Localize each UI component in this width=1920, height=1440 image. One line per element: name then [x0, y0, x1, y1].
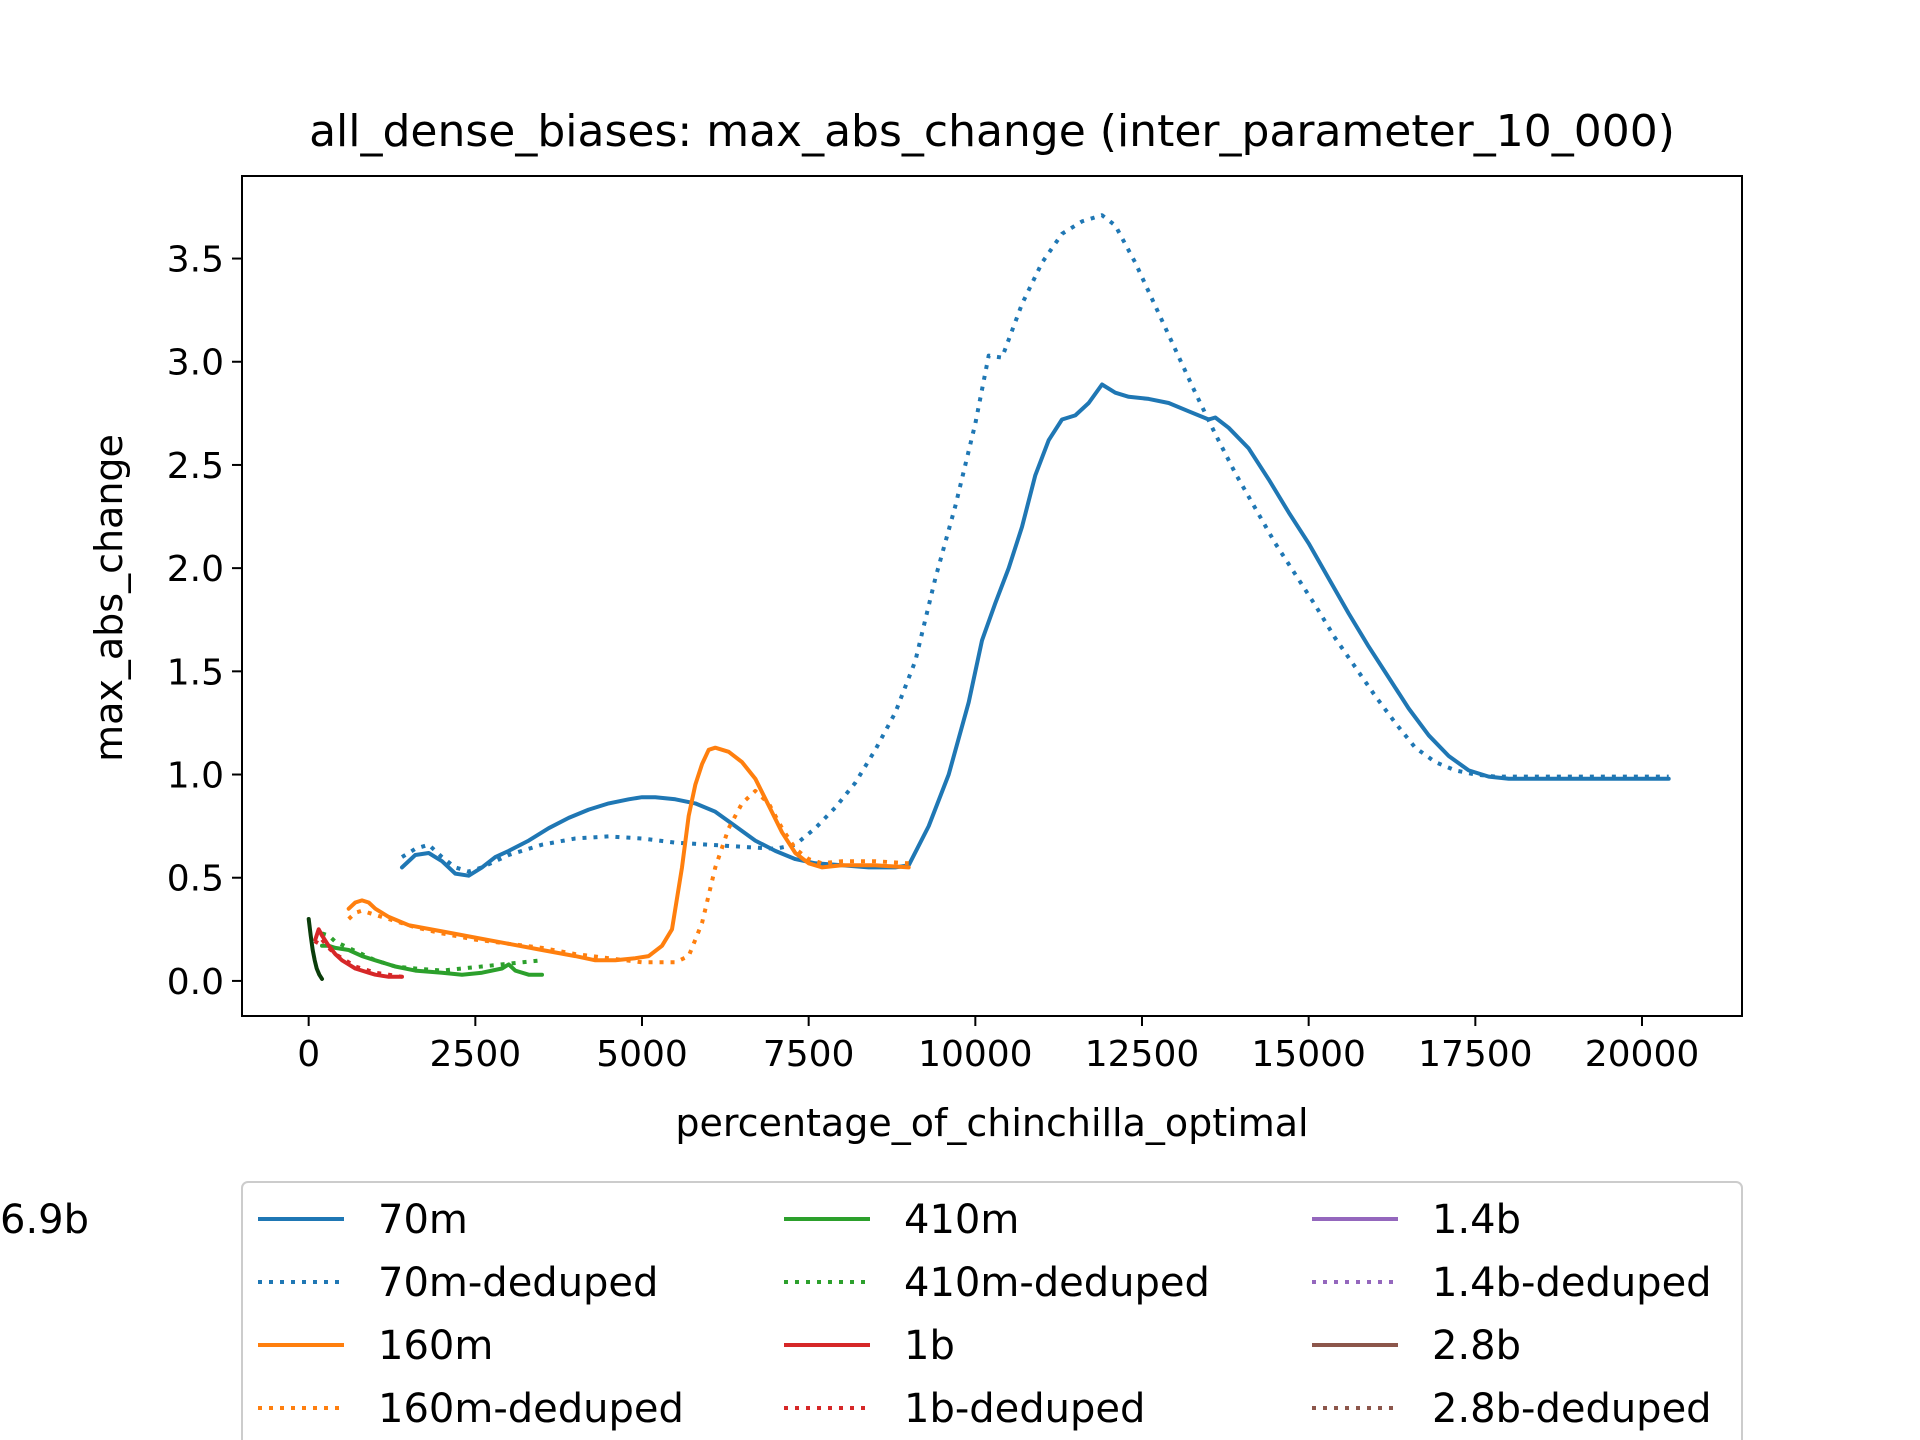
x-tick-label: 10000 [918, 1034, 1033, 1075]
legend-label: 1b-deduped [904, 1386, 1145, 1432]
plot-area [241, 175, 1743, 1017]
series-line-410m-deduped [321, 931, 543, 973]
chart-title: all_dense_biases: max_abs_change (inter_… [309, 106, 1675, 157]
legend: 70m 70m-deduped 160m 160m-deduped 410m 410m-d… [0, 1181, 1743, 1440]
y-tick-label: 1.0 [167, 756, 224, 797]
x-axis-label: percentage_of_chinchilla_optimal [675, 1101, 1308, 1145]
x-tick-label: 12500 [1085, 1034, 1200, 1075]
legend-label: 1b [904, 1323, 955, 1369]
plot-background [242, 176, 1742, 1016]
y-tick-label: 0.0 [167, 962, 224, 1003]
y-tick-label: 3.5 [167, 240, 224, 281]
y-tick-label: 3.0 [167, 343, 224, 384]
series-layer [306, 213, 1671, 981]
y-tick-label: 2.5 [167, 446, 224, 487]
legend-label: 160m-deduped [378, 1386, 684, 1432]
legend-label: 70m-deduped [378, 1260, 658, 1306]
plot-frame [241, 175, 1743, 1017]
x-axis-ticks: 0 2500 5000 7500 10000 12500 15000 17500 20000 [297, 1016, 1699, 1075]
series-line-410m [320, 943, 544, 977]
legend-label: 160m [378, 1323, 493, 1369]
x-tick-label: 5000 [596, 1034, 688, 1075]
legend-label: 410m-deduped [904, 1260, 1210, 1306]
series-line-160m-deduped [347, 789, 909, 965]
y-axis-ticks: 0.0 0.5 1.0 1.5 2.0 2.5 3.0 3.5 [167, 240, 242, 1003]
y-tick-label: 1.5 [167, 652, 224, 693]
legend-label: 410m [904, 1197, 1019, 1243]
legend-label: 2.8b-deduped [1432, 1386, 1712, 1432]
legend-items: 70m 70m-deduped 160m 160m-deduped 410m 410m-d… [0, 1197, 1712, 1432]
x-tick-label: 17500 [1418, 1034, 1533, 1075]
x-tick-label: 20000 [1585, 1034, 1700, 1075]
y-tick-label: 2.0 [167, 549, 224, 590]
x-tick-label: 7500 [763, 1034, 855, 1075]
series-line-1b-deduped [313, 935, 403, 979]
series-line-70m [400, 382, 1671, 878]
x-tick-label: 0 [297, 1034, 320, 1075]
series-line-6.9b [306, 917, 324, 981]
y-axis-label: max_abs_change [87, 434, 131, 762]
x-tick-label: 15000 [1251, 1034, 1366, 1075]
legend-label: 2.8b [1432, 1323, 1521, 1369]
series-line-70m-deduped [400, 213, 1669, 874]
legend-label: 70m [378, 1197, 468, 1243]
legend-label: 1.4b [1432, 1197, 1521, 1243]
legend-frame [241, 1181, 1743, 1440]
y-tick-label: 0.5 [167, 859, 224, 900]
legend-label: 1.4b-deduped [1432, 1260, 1712, 1306]
x-tick-label: 2500 [430, 1034, 522, 1075]
legend-label: 6.9b [0, 1197, 89, 1243]
